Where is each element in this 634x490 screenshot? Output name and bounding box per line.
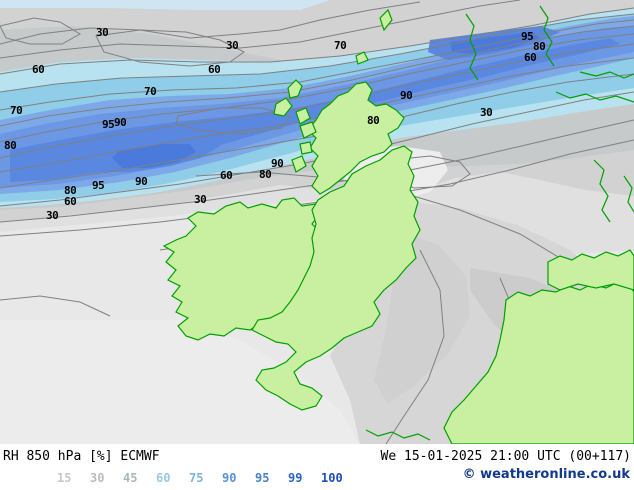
contour-label: 70: [144, 85, 157, 98]
contour-label: 30: [226, 39, 239, 52]
land-hebrides-c: [295, 107, 311, 125]
contour-label: 90: [135, 175, 148, 188]
land-islay: [291, 155, 307, 173]
contour-label: 60: [524, 51, 537, 64]
contour-label: 80: [4, 139, 17, 152]
contour-label: 30: [194, 193, 207, 206]
coastline-layer: [365, 5, 634, 441]
contour-label: 95: [521, 30, 534, 43]
land-mull: [299, 141, 313, 155]
contour-label: 60: [220, 169, 233, 182]
forecast-timestamp: We 15-01-2025 21:00 UTC (00+117): [380, 449, 631, 464]
land-skye: [299, 121, 317, 139]
contour-label: 30: [96, 26, 109, 39]
contour-label: 60: [64, 195, 77, 208]
land-shetland: [379, 8, 393, 32]
contour-label: 30: [46, 209, 59, 222]
contour-label: 80: [533, 40, 546, 53]
legend-stop-30: 30: [90, 471, 105, 485]
land-netherlands-detail: [547, 249, 634, 291]
rh-dry-pocket-south: [0, 320, 360, 444]
contour-label: 95: [102, 118, 115, 131]
legend-stop-75: 75: [189, 471, 204, 485]
land-hebrides-b: [273, 97, 293, 117]
land-orkney: [355, 51, 369, 65]
contour-label: 90: [114, 116, 127, 129]
legend-stop-90: 90: [222, 471, 237, 485]
legend-color-scale[interactable]: 15 30 45 60 75 90 95 99 100: [57, 467, 354, 485]
land-hebrides-a: [287, 79, 303, 99]
contour-label: 30: [480, 106, 493, 119]
legend-stop-45: 45: [123, 471, 138, 485]
legend-stop-95: 95: [255, 471, 270, 485]
contour-label: 60: [32, 63, 45, 76]
rh-top-light-strip: [0, 0, 330, 10]
contour-label: 80: [367, 114, 380, 127]
contour-label: 95: [92, 179, 105, 192]
legend-stop-15: 15: [57, 471, 72, 485]
rh-core-100-a: [112, 144, 196, 168]
weather-map[interactable]: 30 60 30 70 90 80 95 80 60 30 60 70 95 9…: [0, 0, 634, 444]
copyright-link[interactable]: © weatheronline.co.uk: [462, 467, 630, 482]
contour-label: 80: [259, 168, 272, 181]
land-great-britain: [251, 145, 421, 411]
contour-label: 60: [208, 63, 221, 76]
landmass-layer: [162, 8, 634, 444]
map-canvas: [0, 0, 634, 444]
map-title: RH 850 hPa [%] ECMWF: [3, 449, 160, 464]
legend-stop-99: 99: [288, 471, 303, 485]
contour-label: 70: [10, 104, 23, 117]
legend-stop-60: 60: [156, 471, 171, 485]
legend-stop-100: 100: [321, 471, 343, 485]
land-continent: [443, 281, 634, 444]
contour-label: 80: [64, 184, 77, 197]
contour-label: 90: [400, 89, 413, 102]
contour-label: 90: [271, 157, 284, 170]
map-footer: RH 850 hPa [%] ECMWF We 15-01-2025 21:00…: [0, 444, 634, 490]
contour-label: 70: [334, 39, 347, 52]
